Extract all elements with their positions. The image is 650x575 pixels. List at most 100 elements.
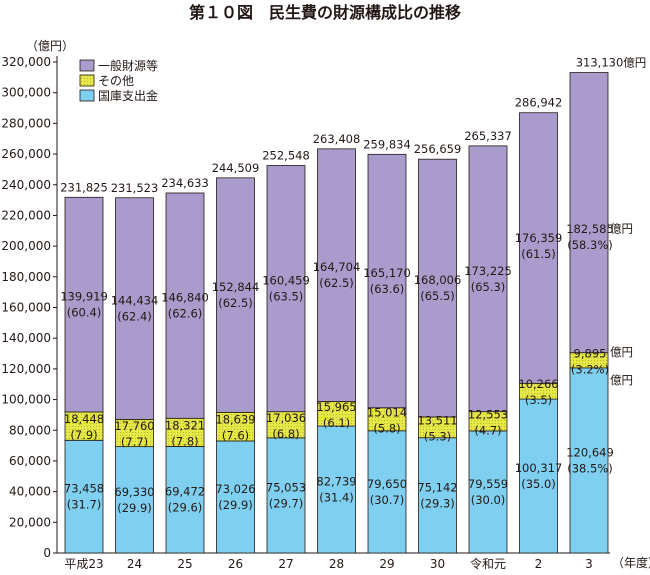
axes: 0 20,000 40,000 60,000 80,000 100,000 120,000 1… — [1, 55, 610, 571]
pct-label: (7.6) — [222, 429, 249, 443]
y-tick-label: 180,000 — [1, 270, 51, 284]
pct-label: (61.5) — [521, 247, 556, 261]
legend-label: 一般財源等 — [98, 58, 158, 73]
x-tick-label: 29 — [379, 557, 394, 571]
bar-segment — [165, 417, 205, 447]
value-label: 75,142 — [417, 480, 457, 494]
value-label: 120,649 — [566, 445, 614, 459]
value-label: 15,965 — [316, 400, 356, 414]
value-label: 160,459 — [262, 274, 310, 288]
total-label: 231,523 — [111, 181, 159, 195]
bar-segment — [266, 437, 306, 554]
value-label: 182,585 — [566, 222, 614, 236]
pct-label: (65.5) — [420, 289, 455, 303]
value-label: 173,225 — [464, 264, 512, 278]
pct-label: (30.0) — [471, 493, 506, 507]
x-tick-label: 令和元 — [470, 556, 506, 571]
total-label: 313,130億円 — [576, 56, 647, 70]
pct-label: (30.7) — [370, 493, 405, 507]
y-tick-label: 260,000 — [1, 147, 51, 161]
pct-label: (60.4) — [67, 306, 102, 320]
value-label: 139,919 — [60, 290, 108, 304]
bar-segment — [165, 446, 205, 554]
total-label: 286,942 — [515, 96, 563, 110]
x-tick-label: 平成23 — [64, 557, 103, 571]
value-label: 17,036 — [266, 411, 306, 425]
pct-label: (63.6) — [370, 282, 405, 296]
bar-segment — [115, 446, 154, 554]
value-label: 69,472 — [165, 485, 205, 499]
pct-label: (29.6) — [168, 501, 203, 515]
value-label: 17,760 — [114, 419, 154, 433]
legend-swatch — [79, 89, 95, 102]
y-tick-label: 20,000 — [9, 515, 51, 529]
unit-suffix-label: 億円 — [610, 345, 633, 359]
bar-segment — [64, 439, 104, 554]
bar-segment — [216, 177, 255, 413]
value-label: 152,844 — [212, 280, 260, 294]
total-label: 256,659 — [414, 142, 462, 156]
bar-segment — [519, 398, 558, 554]
bar-segment — [367, 430, 407, 554]
value-label: 69,330 — [114, 485, 154, 499]
pct-label: (62.4) — [117, 310, 152, 324]
legend-swatch — [79, 74, 95, 87]
x-tick-label: 2 — [535, 557, 543, 571]
bar-segment — [115, 418, 154, 448]
pct-label: (29.9) — [218, 498, 253, 512]
bar-segment — [468, 145, 508, 413]
value-label: 146,840 — [161, 291, 209, 305]
bar-segment — [317, 148, 356, 402]
x-tick-label: 3 — [585, 557, 593, 571]
value-label: 79,559 — [468, 477, 508, 491]
y-tick-label: 100,000 — [1, 393, 51, 407]
y-axis-unit-label: （億円） — [26, 39, 74, 53]
pct-label: (7.9) — [70, 428, 97, 442]
value-label: 165,170 — [363, 266, 411, 280]
value-label: 12,553 — [468, 407, 508, 421]
value-label: 18,321 — [165, 418, 205, 432]
value-label: 75,053 — [266, 480, 306, 494]
pct-label: (31.7) — [67, 498, 102, 512]
data-labels: 73,458 (31.7) 18,448 (7.9) 139,919 (60.4) 231,… — [60, 56, 646, 515]
y-tick-label: 80,000 — [9, 423, 51, 437]
bar-segment — [266, 411, 306, 439]
bar-segment — [115, 197, 154, 420]
value-label: 18,639 — [215, 413, 255, 427]
bar-segment — [64, 411, 104, 441]
value-label: 100,317 — [515, 461, 563, 475]
y-tick-label: 160,000 — [1, 301, 51, 315]
bar-segment — [569, 72, 609, 354]
total-label: 265,337 — [464, 129, 512, 143]
pct-label: (31.4) — [319, 491, 354, 505]
bar-segment — [64, 196, 104, 413]
pct-label: (62.5) — [218, 296, 253, 310]
value-label: 168,006 — [414, 273, 462, 287]
value-label: 144,434 — [111, 294, 159, 308]
y-tick-label: 320,000 — [1, 55, 51, 69]
x-tick-label: 24 — [127, 557, 142, 571]
total-label: 259,834 — [363, 137, 411, 151]
y-tick-label: 0 — [43, 546, 51, 560]
value-label: 164,704 — [313, 260, 361, 274]
pct-label: (5.8) — [373, 421, 400, 435]
value-label: 79,650 — [367, 477, 407, 491]
y-tick-label: 40,000 — [9, 485, 51, 499]
pct-label: (63.5) — [269, 290, 304, 304]
bar-segment — [519, 112, 558, 384]
x-tick-label: 26 — [228, 557, 243, 571]
value-label: 176,359 — [515, 231, 563, 245]
y-tick-label: 120,000 — [1, 362, 51, 376]
pct-label: (58.3%) — [567, 238, 613, 252]
legend-label: 国庫支出金 — [98, 88, 158, 103]
pct-label: (65.3) — [471, 280, 506, 294]
value-label: 18,448 — [64, 412, 104, 426]
legend-label: その他 — [98, 74, 134, 88]
total-label: 252,548 — [262, 148, 310, 162]
pct-label: (62.6) — [168, 307, 203, 321]
bar-segment — [165, 192, 205, 419]
x-tick-label: 25 — [177, 557, 192, 571]
value-label: 73,458 — [64, 482, 104, 496]
